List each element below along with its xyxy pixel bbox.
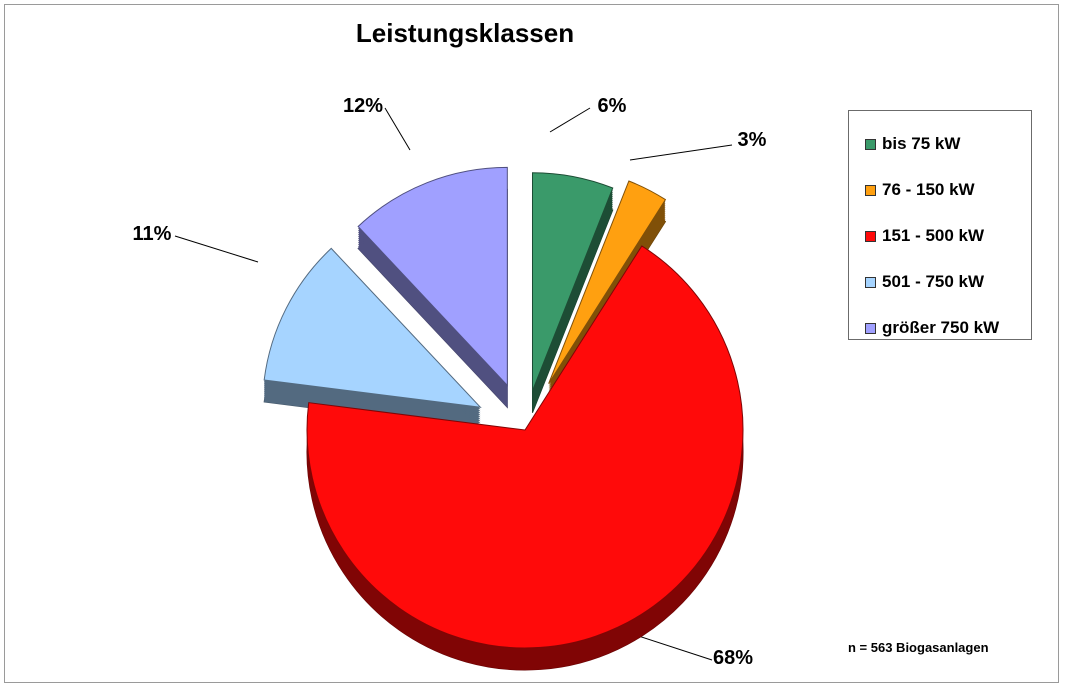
chart-title: Leistungsklassen [355, 18, 575, 48]
percent-label: 11% [133, 223, 172, 245]
legend-swatch [865, 230, 876, 242]
pie-slice-4 [357, 166, 508, 387]
legend-swatch [865, 184, 876, 196]
legend-swatch [865, 322, 876, 334]
legend-label: 76 - 150 kW [882, 180, 975, 199]
slice-tops [263, 166, 744, 649]
pie-slice-3 [263, 247, 482, 408]
legend-label: 501 - 750 kW [882, 272, 985, 291]
legend-label: größer 750 kW [882, 318, 1000, 337]
legend-label: 151 - 500 kW [882, 226, 985, 245]
legend-item-bis-75: bis 75 kW [849, 121, 1031, 167]
pie-slice-1 [548, 180, 667, 384]
legend: bis 75 kW 76 - 150 kW 151 - 500 kW 501 -… [848, 110, 1032, 340]
leader-line [174, 235, 259, 263]
percent-labels: 6% 3% 68% 11% 12% [133, 95, 767, 669]
leader-line [549, 107, 591, 133]
leader-line [384, 107, 411, 151]
legend-label: bis 75 kW [882, 134, 961, 153]
percent-label: 68% [713, 647, 753, 669]
legend-item-151-500: 151 - 500 kW [849, 213, 1031, 259]
percent-label: 3% [738, 129, 767, 151]
pie-slice-2 [306, 245, 744, 649]
pie-slice-0 [531, 172, 614, 391]
leader-line [629, 144, 733, 161]
legend-item-76-150: 76 - 150 kW [849, 167, 1031, 213]
legend-swatch [865, 276, 876, 288]
sample-size-note: n = 563 Biogasanlagen [848, 640, 989, 655]
percent-label: 6% [598, 95, 627, 117]
legend-swatch [865, 138, 876, 150]
legend-item-501-750: 501 - 750 kW [849, 259, 1031, 305]
percent-label: 12% [343, 95, 383, 117]
legend-item-groesser-750: größer 750 kW [849, 305, 1031, 351]
